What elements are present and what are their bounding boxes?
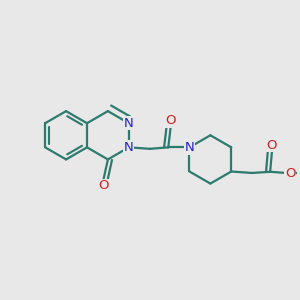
Text: N: N	[124, 141, 134, 154]
Text: N: N	[184, 141, 194, 154]
Text: O: O	[98, 179, 109, 192]
Text: O: O	[285, 167, 296, 180]
Text: O: O	[165, 114, 176, 127]
Text: N: N	[124, 117, 134, 130]
Text: O: O	[267, 139, 277, 152]
